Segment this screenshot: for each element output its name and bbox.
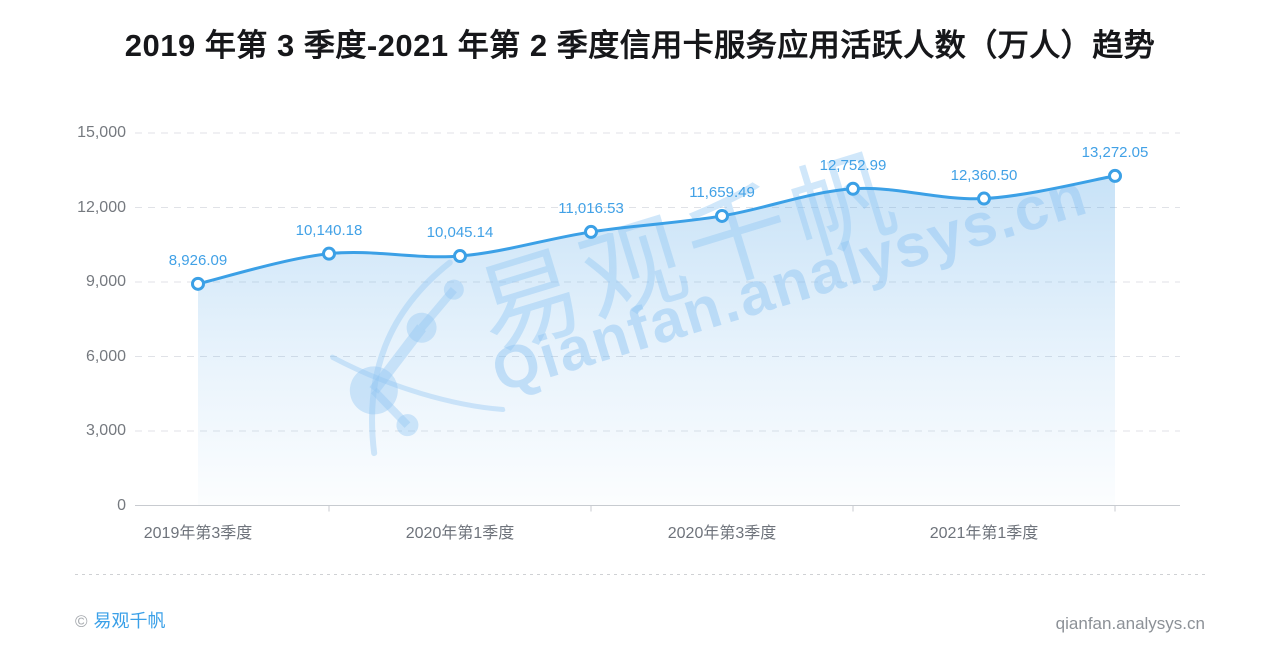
chart-title: 2019 年第 3 季度-2021 年第 2 季度信用卡服务应用活跃人数（万人）… (124, 28, 1156, 63)
data-point-label: 8,926.09 (168, 251, 228, 269)
x-axis-label: 2020年第3季度 (667, 525, 777, 542)
data-point-marker[interactable] (584, 224, 598, 239)
data-point-marker[interactable] (322, 246, 336, 261)
trend-line (196, 174, 1117, 286)
data-point-marker[interactable] (846, 181, 860, 196)
data-point-label: 13,272.05 (1081, 143, 1149, 161)
x-axis-label: 2019年第3季度 (143, 525, 253, 542)
y-axis-label: 15,000 (77, 124, 126, 141)
x-axis-label: 2020年第1季度 (405, 525, 515, 542)
data-point-label: 12,360.50 (950, 166, 1018, 184)
data-point-marker[interactable] (1108, 168, 1122, 183)
data-point-marker[interactable] (715, 208, 729, 223)
footer-separator (75, 574, 1205, 576)
y-axis-label: 3,000 (85, 422, 126, 439)
copyright-symbol: © (75, 612, 88, 631)
data-point-label: 10,045.14 (426, 224, 494, 242)
data-point-label: 11,016.53 (558, 199, 624, 217)
data-point-marker[interactable] (191, 276, 205, 291)
y-axis-label: 9,000 (85, 273, 126, 290)
data-point-label: 11,659.49 (689, 183, 755, 201)
data-point-label: 10,140.18 (295, 221, 363, 239)
data-point-label: 12,752.99 (819, 156, 887, 174)
area-fill (198, 175, 1115, 506)
footer-brand[interactable]: © 易观千帆 (75, 608, 166, 634)
footer-site-text: qianfan.analysys.cn (1055, 614, 1205, 633)
y-axis-label: 0 (117, 496, 126, 514)
footer-brand-label[interactable]: 易观千帆 (93, 611, 166, 631)
y-axis-label: 12,000 (77, 198, 126, 216)
data-point-marker[interactable] (453, 249, 467, 264)
y-axis-label: 6,000 (85, 347, 126, 365)
data-point-marker[interactable] (977, 191, 991, 206)
x-axis-label: 2021年第1季度 (929, 525, 1039, 542)
